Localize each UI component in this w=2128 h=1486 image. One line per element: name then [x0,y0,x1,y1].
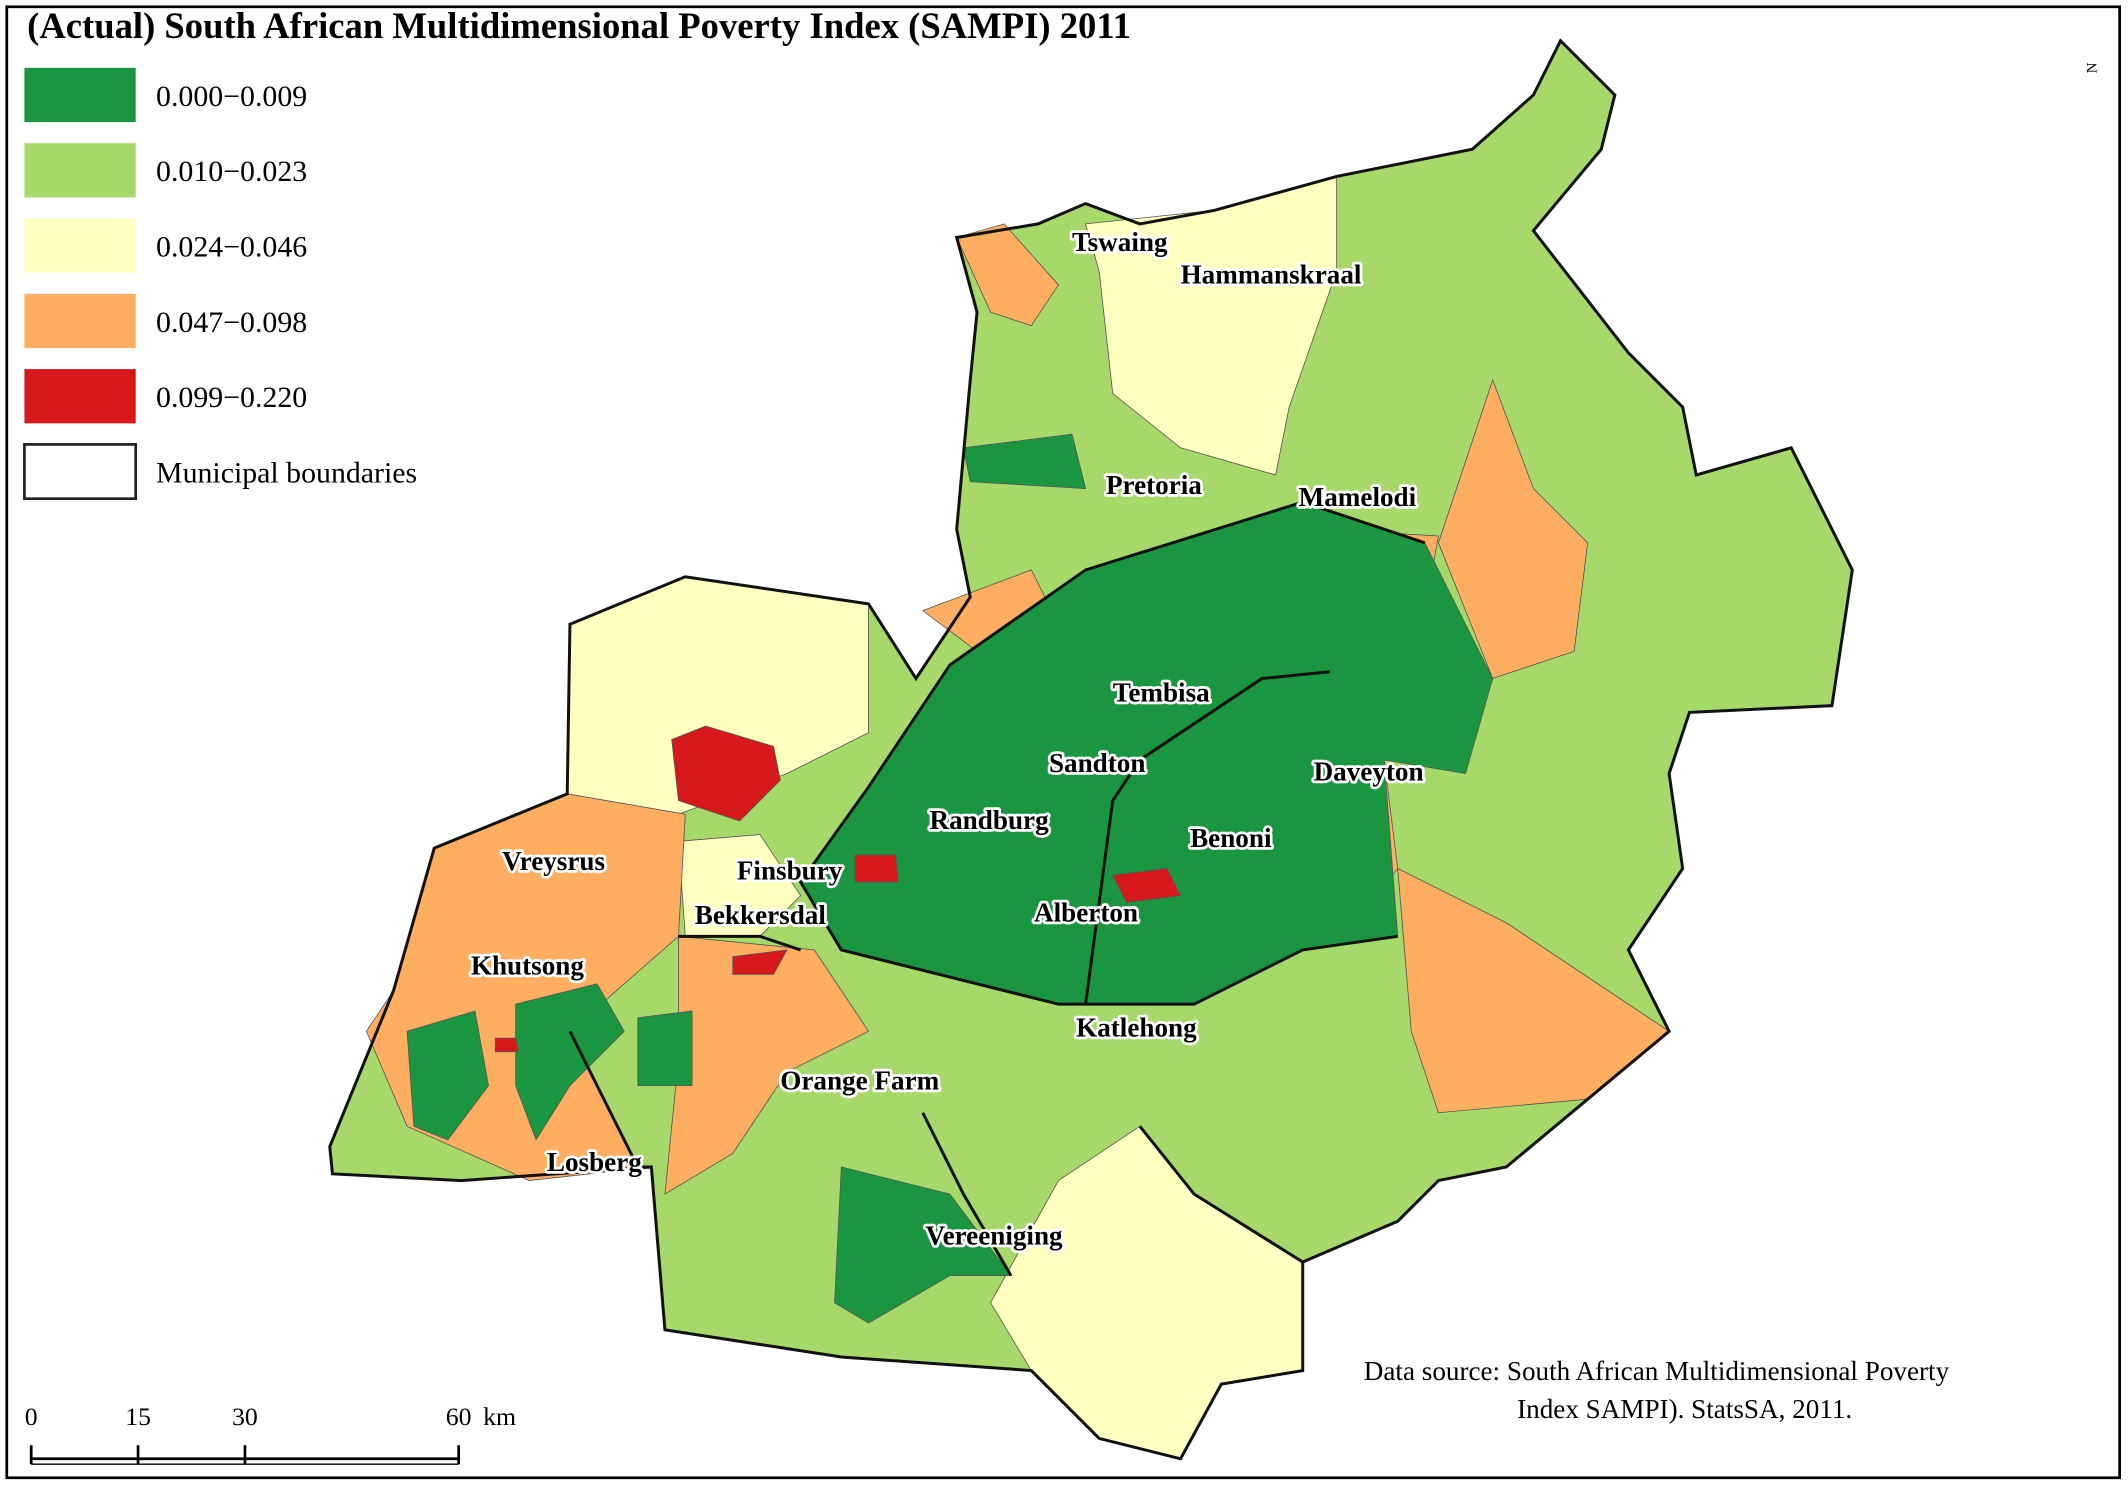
place-label: Daveyton [1314,756,1424,786]
legend-swatch [24,218,136,273]
place-label: Benoni [1190,823,1272,853]
legend-swatch [24,143,136,198]
scale-tick-label: 0 [25,1402,38,1431]
place-label: Vreysrus [502,846,605,876]
legend-label: 0.000−0.009 [156,80,307,113]
place-label: Losberg [547,1147,642,1177]
region [637,1010,693,1087]
place-label: Mamelodi [1299,482,1417,512]
regions [329,40,1853,1460]
scale-tick-label: 15 [125,1402,151,1431]
scale-bar: 0 15 30 60 km [25,1402,516,1465]
place-label: Vereeniging [925,1220,1063,1250]
municipal-boundaries [328,38,1854,1461]
place-label: Pretoria [1106,470,1202,500]
place-label: Randburg [930,805,1050,835]
place-label: Katlehong [1076,1013,1197,1043]
place-label: Hammanskraal [1181,260,1362,290]
map-title: (Actual) South African Multidimensional … [27,5,1131,46]
region [678,834,802,937]
source-text: Index SAMPI). StatsSA, 2011. [1517,1394,1852,1424]
region [834,1166,1012,1324]
region [956,223,1059,327]
region [732,949,788,975]
map-layer: (Actual) South African Multidimensional … [5,5,2121,1480]
place-label: Sandton [1049,748,1146,778]
legend-swatch [23,443,138,501]
region [515,983,625,1141]
region [854,854,899,883]
legend-label: 0.024−0.046 [156,230,307,263]
scale-unit: km [483,1402,516,1431]
legend-swatch [24,293,136,349]
legend-swatch [24,369,136,424]
scale-tick-label: 30 [232,1402,258,1431]
place-label: Tswaing [1072,227,1168,257]
legend-label: Municipal boundaries [156,456,417,489]
region [1112,868,1182,903]
region [406,1010,489,1141]
north-arrow: N [2085,62,2101,73]
place-label: Alberton [1034,897,1138,927]
place-label: Khutsong [471,950,585,980]
place-labels: Tswaing Hammanskraal Pretoria Mamelodi T… [468,224,1426,1253]
legend-label: 0.047−0.098 [156,306,307,339]
legend-label: 0.099−0.220 [156,381,307,414]
legend-swatch [24,67,136,123]
legend-label: 0.010−0.023 [156,155,307,188]
place-label: Orange Farm [780,1066,939,1096]
source-text: Data source: South African Multidimensio… [1364,1356,1950,1386]
region [962,433,1087,489]
legend: 0.000−0.009 0.010−0.023 0.024−0.046 0.047−0… [23,67,417,501]
place-label: Bekkersdal [695,900,827,930]
place-label: Finsbury [737,855,843,885]
region [671,725,781,822]
region [494,1037,519,1053]
place-label: Tembisa [1113,678,1210,708]
scale-tick-label: 60 [446,1402,472,1431]
